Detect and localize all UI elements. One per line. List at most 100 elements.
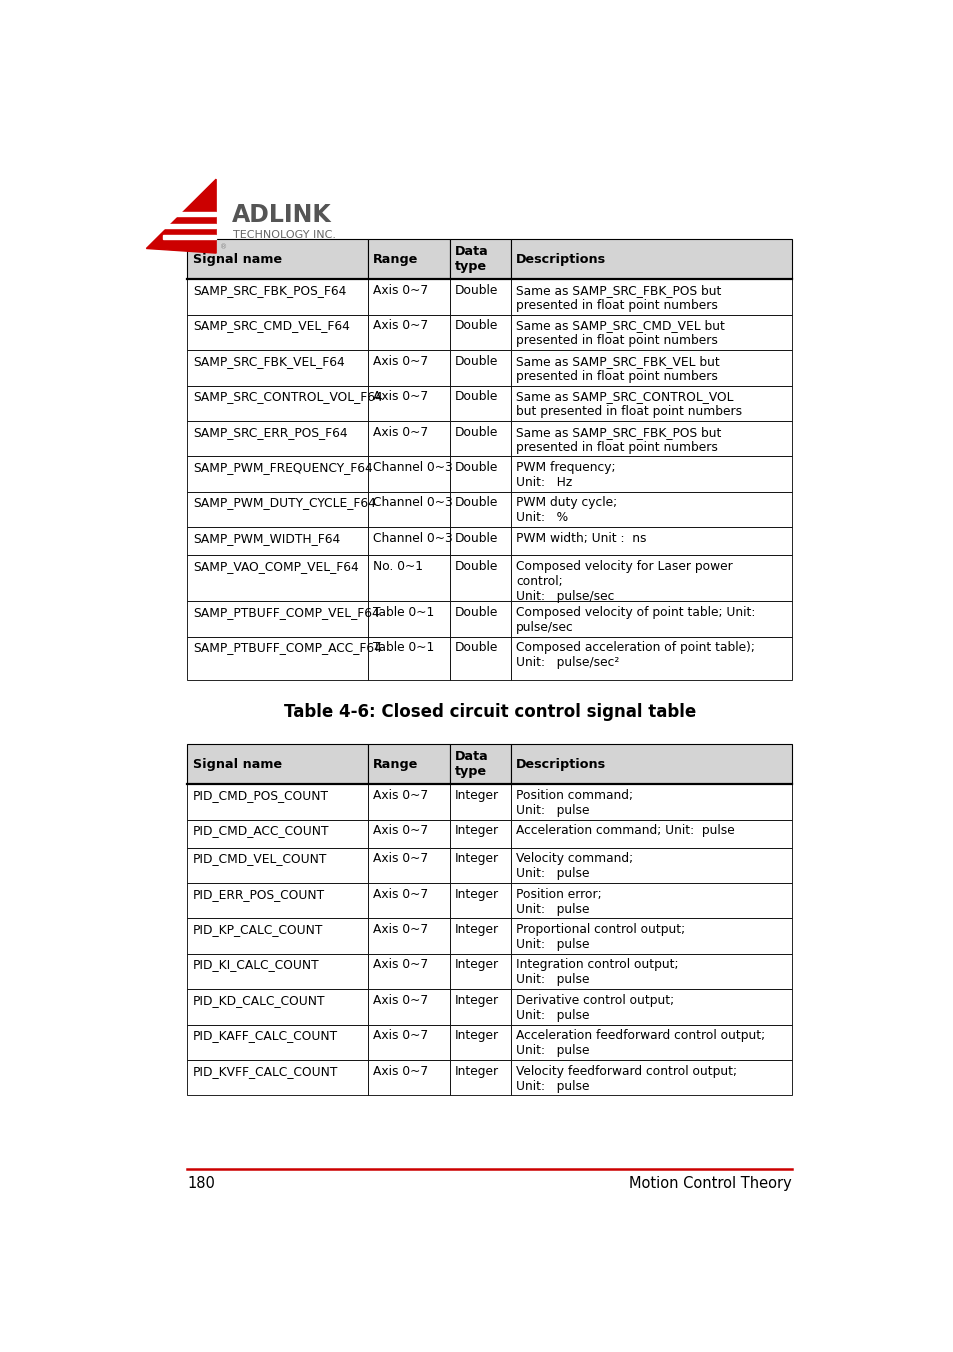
Text: Integer: Integer [455, 923, 498, 936]
Bar [187, 420, 367, 457]
Bar [449, 239, 510, 280]
Text: Axis 0~7: Axis 0~7 [373, 825, 428, 837]
Bar [367, 745, 449, 784]
Text: SAMP_PWM_WIDTH_F64: SAMP_PWM_WIDTH_F64 [193, 531, 340, 545]
Bar [367, 280, 449, 315]
Text: Signal name: Signal name [193, 758, 282, 771]
Text: Velocity feedforward control output;
Unit:   pulse: Velocity feedforward control output; Uni… [516, 1064, 737, 1092]
Text: 180: 180 [187, 1176, 215, 1191]
Text: Axis 0~7: Axis 0~7 [373, 284, 428, 297]
Text: PWM frequency;
Unit:   Hz: PWM frequency; Unit: Hz [516, 461, 615, 489]
Text: Double: Double [455, 319, 498, 333]
Bar [367, 990, 449, 1025]
Bar [187, 819, 367, 848]
Text: Axis 0~7: Axis 0~7 [373, 959, 428, 972]
Text: Double: Double [455, 461, 498, 475]
Bar [187, 1060, 367, 1095]
Text: Motion Control Theory: Motion Control Theory [629, 1176, 791, 1191]
Text: Channel 0~3: Channel 0~3 [373, 461, 453, 475]
Text: Integer: Integer [455, 790, 498, 802]
Text: Descriptions: Descriptions [516, 758, 606, 771]
Text: Data
type: Data type [455, 750, 489, 779]
Bar [187, 745, 367, 784]
Text: Axis 0~7: Axis 0~7 [373, 354, 428, 368]
Text: Derivative control output;
Unit:   pulse: Derivative control output; Unit: pulse [516, 994, 674, 1022]
Bar [510, 848, 791, 883]
Polygon shape [146, 180, 216, 253]
Text: Table 0~1: Table 0~1 [373, 606, 434, 619]
Text: PID_ERR_POS_COUNT: PID_ERR_POS_COUNT [193, 887, 325, 900]
Bar [367, 554, 449, 602]
Text: Axis 0~7: Axis 0~7 [373, 852, 428, 865]
Text: SAMP_SRC_CONTROL_VOL_F64: SAMP_SRC_CONTROL_VOL_F64 [193, 391, 382, 403]
Text: Double: Double [455, 531, 498, 545]
Bar [510, 385, 791, 420]
Bar [449, 637, 510, 680]
Text: Channel 0~3: Channel 0~3 [373, 531, 453, 545]
Text: Signal name: Signal name [193, 253, 282, 266]
Bar [449, 883, 510, 918]
Text: PID_CMD_POS_COUNT: PID_CMD_POS_COUNT [193, 790, 329, 802]
Bar [510, 457, 791, 492]
Bar [187, 350, 367, 385]
Text: PID_KI_CALC_COUNT: PID_KI_CALC_COUNT [193, 959, 319, 972]
Bar [187, 239, 367, 280]
Text: Channel 0~3: Channel 0~3 [373, 496, 453, 510]
Text: Same as SAMP_SRC_FBK_VEL but
presented in float point numbers: Same as SAMP_SRC_FBK_VEL but presented i… [516, 354, 720, 383]
Text: ADLINK: ADLINK [232, 203, 331, 227]
Bar [449, 848, 510, 883]
Bar [187, 990, 367, 1025]
Bar [367, 315, 449, 350]
Text: Axis 0~7: Axis 0~7 [373, 319, 428, 333]
Text: PID_CMD_ACC_COUNT: PID_CMD_ACC_COUNT [193, 825, 329, 837]
Bar [449, 492, 510, 527]
Bar [449, 745, 510, 784]
Bar [367, 385, 449, 420]
Text: Integration control output;
Unit:   pulse: Integration control output; Unit: pulse [516, 959, 679, 987]
Bar [510, 990, 791, 1025]
Bar [367, 637, 449, 680]
Bar [510, 819, 791, 848]
Text: Range: Range [373, 253, 418, 266]
Text: Same as SAMP_SRC_CMD_VEL but
presented in float point numbers: Same as SAMP_SRC_CMD_VEL but presented i… [516, 319, 724, 347]
Bar [187, 385, 367, 420]
Bar [187, 602, 367, 637]
Bar [449, 554, 510, 602]
Bar [510, 239, 791, 280]
Text: No. 0~1: No. 0~1 [373, 560, 422, 572]
Bar [449, 602, 510, 637]
Text: PID_KP_CALC_COUNT: PID_KP_CALC_COUNT [193, 923, 323, 936]
Text: Axis 0~7: Axis 0~7 [373, 790, 428, 802]
Bar [367, 420, 449, 457]
Bar [187, 784, 367, 819]
Bar [449, 315, 510, 350]
Text: Proportional control output;
Unit:   pulse: Proportional control output; Unit: pulse [516, 923, 684, 950]
Bar [510, 492, 791, 527]
Bar [449, 990, 510, 1025]
Bar [187, 527, 367, 554]
Bar [510, 883, 791, 918]
Bar [367, 1060, 449, 1095]
Bar [510, 637, 791, 680]
Bar [449, 280, 510, 315]
Text: PWM width; Unit :  ns: PWM width; Unit : ns [516, 531, 646, 545]
Text: Integer: Integer [455, 1064, 498, 1078]
Bar [187, 918, 367, 953]
Bar [367, 883, 449, 918]
Text: Axis 0~7: Axis 0~7 [373, 1029, 428, 1042]
Text: Same as SAMP_SRC_FBK_POS but
presented in float point numbers: Same as SAMP_SRC_FBK_POS but presented i… [516, 426, 720, 453]
Bar [510, 953, 791, 990]
Polygon shape [149, 212, 216, 216]
Bar [367, 918, 449, 953]
Text: Composed acceleration of point table);
Unit:   pulse/sec²: Composed acceleration of point table); U… [516, 641, 755, 669]
Text: Position error;
Unit:   pulse: Position error; Unit: pulse [516, 887, 601, 915]
Text: Composed velocity of point table; Unit:
pulse/sec: Composed velocity of point table; Unit: … [516, 606, 755, 634]
Text: Double: Double [455, 606, 498, 619]
Text: SAMP_SRC_FBK_POS_F64: SAMP_SRC_FBK_POS_F64 [193, 284, 346, 297]
Bar [510, 527, 791, 554]
Text: Double: Double [455, 641, 498, 654]
Text: Double: Double [455, 560, 498, 572]
Bar [187, 280, 367, 315]
Text: SAMP_VAO_COMP_VEL_F64: SAMP_VAO_COMP_VEL_F64 [193, 560, 358, 572]
Text: PID_KD_CALC_COUNT: PID_KD_CALC_COUNT [193, 994, 325, 1007]
